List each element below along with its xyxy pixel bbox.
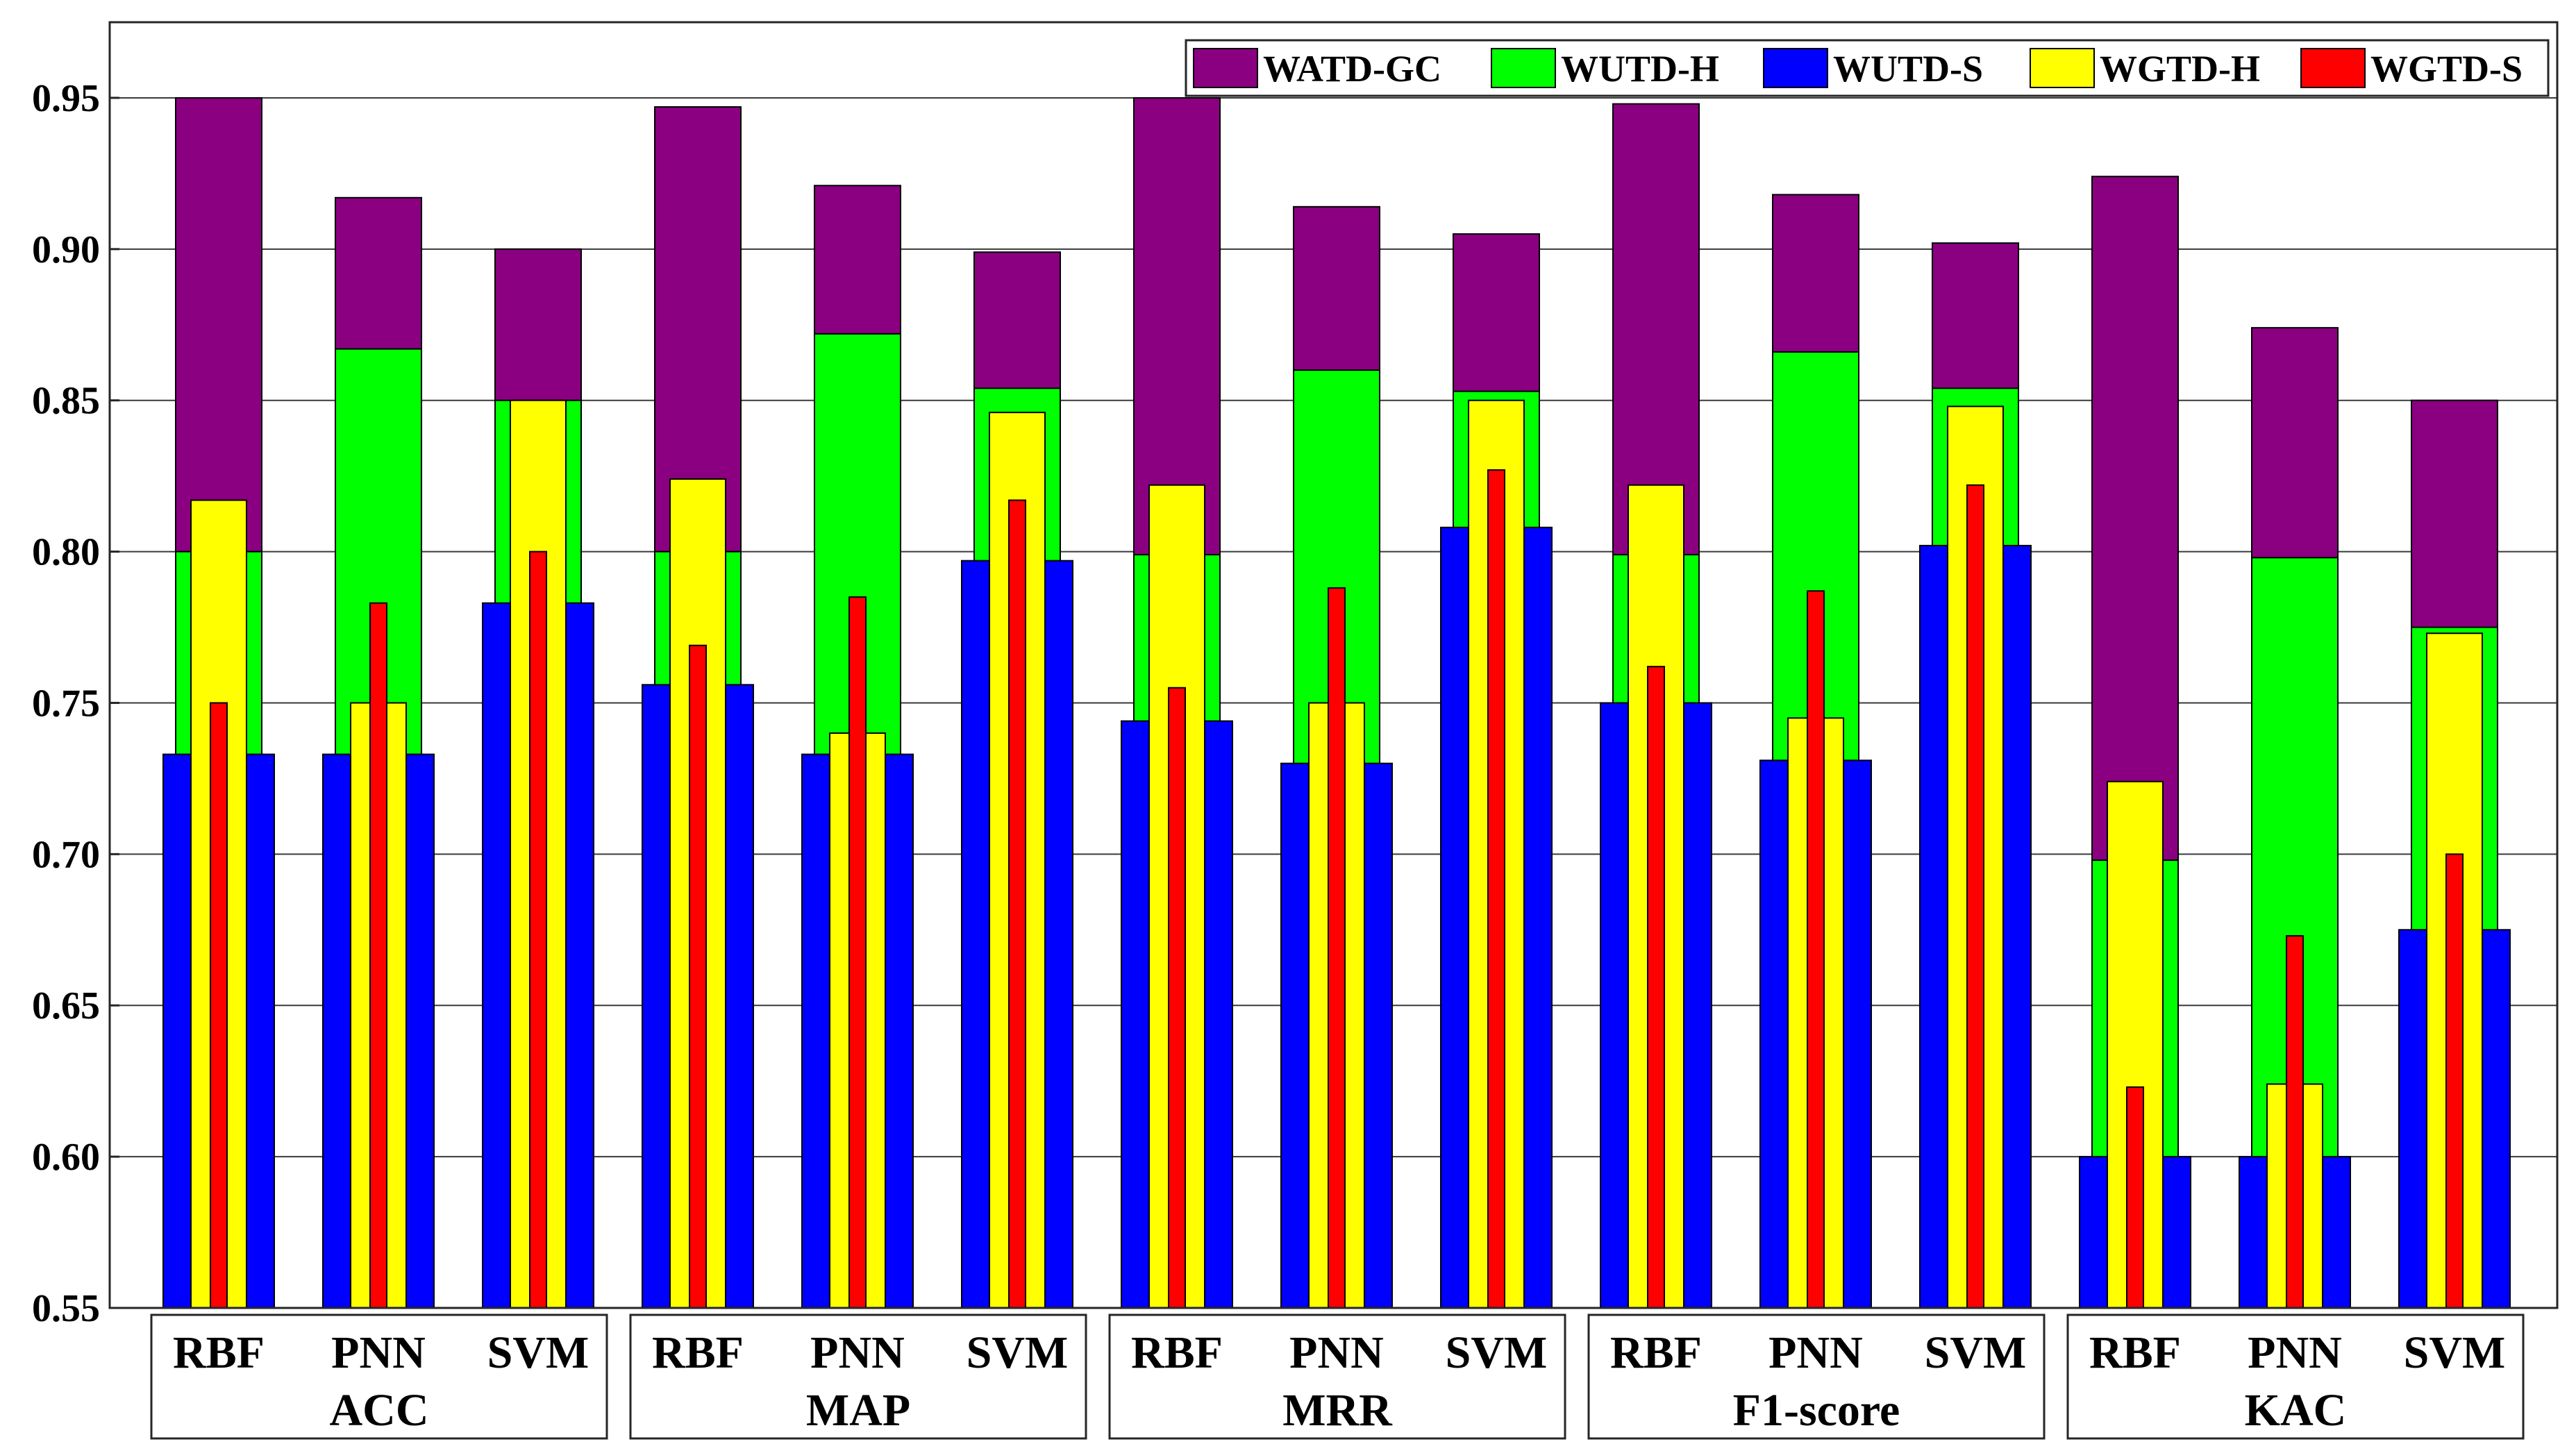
classifier-label: RBF [1131,1327,1223,1378]
classifier-label: SVM [2404,1327,2506,1378]
y-tick-label: 0.80 [32,531,100,574]
bar-wgtd-s-f1-score-svm [1966,484,1984,1309]
bar-layer [162,96,2511,1309]
bar-wgtd-s-kac-rbf [2126,1086,2144,1309]
legend-swatch-wutd-h [1491,48,1556,88]
y-tick-label: 0.90 [32,228,100,271]
classifier-label: RBF [173,1327,265,1378]
legend-label-wutd-h: WUTD-H [1561,48,1719,90]
category-box [1108,1313,1566,1440]
y-tick-label: 0.70 [32,833,100,876]
category-box [2066,1313,2525,1440]
metric-label: MRR [1282,1385,1393,1436]
classifier-label: PNN [1768,1327,1863,1378]
bar-wgtd-s-mrr-pnn [1328,587,1346,1309]
y-tick-label: 0.55 [32,1287,100,1330]
classifier-label: SVM [487,1327,589,1378]
metric-label: KAC [2245,1385,2347,1436]
legend-swatch-wgtd-h [2030,48,2095,88]
legend: WATD-GC WUTD-H WUTD-S WGTD-H WGTD-S [1185,39,2550,97]
bar-wgtd-s-f1-score-rbf [1647,666,1665,1309]
y-tick-label: 0.75 [32,682,100,725]
legend-swatch-watd-gc [1193,48,1258,88]
metric-label: ACC [330,1385,429,1436]
y-axis: 0.55 0.60 0.65 0.70 0.75 0.80 0.85 0.90 0.95 [32,77,119,1330]
classifier-label: PNN [331,1327,426,1378]
x-axis-categories: RBF PNN SVM ACC RBF PNN SVM MAP RBF PNN SVM MRR RBF P… [150,1313,2525,1440]
bar-wgtd-s-kac-svm [2445,853,2464,1309]
metric-label: F1-score [1733,1385,1900,1436]
classifier-label: PNN [810,1327,905,1378]
classifier-label: RBF [1610,1327,1702,1378]
bar-wgtd-s-mrr-svm [1487,469,1505,1309]
y-tick-label: 0.65 [32,984,100,1027]
legend-label-wutd-s: WUTD-S [1833,48,1983,90]
plot-frame [108,21,2559,1309]
classifier-label: SVM [967,1327,1069,1378]
legend-label-wgtd-s: WGTD-S [2370,48,2523,90]
category-box [150,1313,608,1440]
category-box [629,1313,1087,1440]
legend-swatch-wutd-s [1763,48,1828,88]
legend-swatch-wgtd-s [2300,48,2366,88]
bar-wgtd-s-map-svm [1008,499,1026,1309]
bar-wgtd-s-map-rbf [689,644,707,1309]
y-tick-label: 0.85 [32,380,100,423]
y-tick-label: 0.60 [32,1136,100,1179]
bar-wgtd-s-mrr-rbf [1168,687,1186,1309]
classifier-label: SVM [1446,1327,1548,1378]
bar-wgtd-h-kac-rbf [2107,780,2164,1309]
bar-wgtd-s-acc-svm [529,551,547,1309]
classifier-label: PNN [2248,1327,2342,1378]
legend-label-watd-gc: WATD-GC [1263,48,1441,90]
bar-wgtd-s-acc-rbf [210,702,228,1309]
bar-wgtd-s-map-pnn [848,596,867,1309]
category-box [1587,1313,2046,1440]
bar-wgtd-s-acc-pnn [369,602,387,1309]
classifier-label: RBF [2089,1327,2181,1378]
bar-wgtd-s-kac-pnn [2286,935,2304,1309]
classifier-label: SVM [1925,1327,2027,1378]
legend-label-wgtd-h: WGTD-H [2100,48,2260,90]
classifier-label: RBF [652,1327,744,1378]
bar-wgtd-s-f1-score-pnn [1807,590,1825,1309]
metric-label: MAP [806,1385,910,1436]
classifier-label: PNN [1289,1327,1384,1378]
y-tick-label: 0.95 [32,77,100,120]
